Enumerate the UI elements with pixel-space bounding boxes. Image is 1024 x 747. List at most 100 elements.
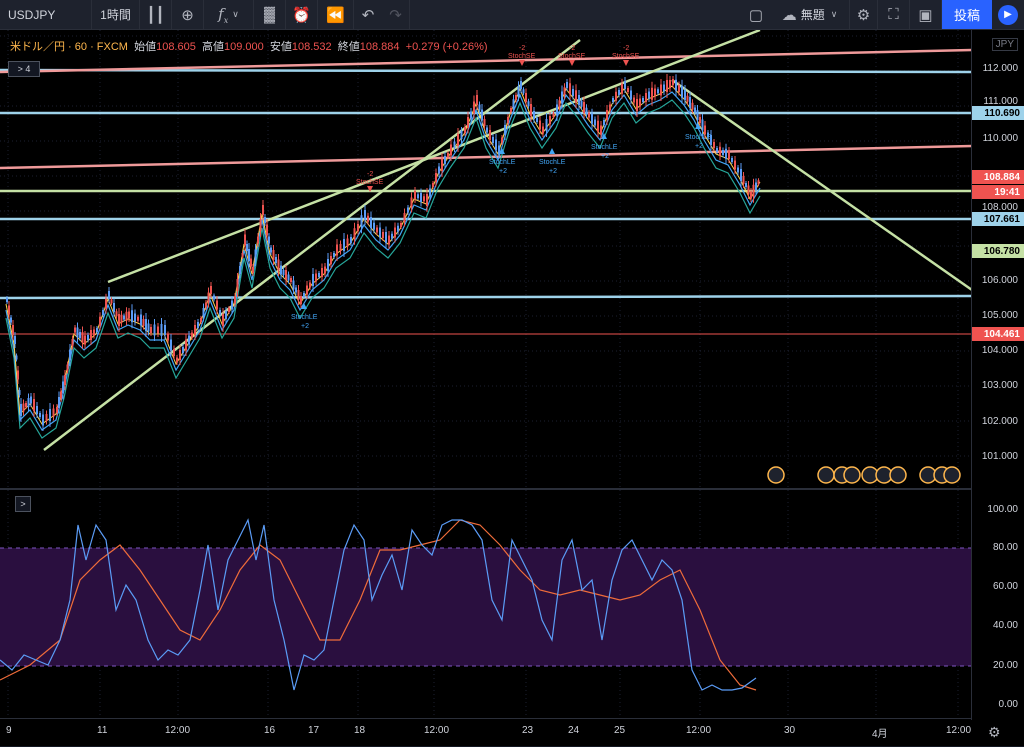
candle-body bbox=[164, 325, 166, 335]
chart-area[interactable]: StochSE -2 StochSE -2 StochSE -2 StochSE -2 Stoc… bbox=[0, 30, 1024, 746]
osc-tick: 60.00 bbox=[992, 581, 1018, 592]
candle-body bbox=[69, 349, 71, 361]
candle-body bbox=[309, 282, 311, 288]
legend-low-label: 安値 bbox=[269, 41, 292, 53]
buy-signal-qty: +2 bbox=[695, 143, 703, 150]
last-price-tag: 108.884 bbox=[972, 170, 1024, 184]
candle-body bbox=[447, 153, 449, 157]
settings-button[interactable]: ⚙ bbox=[850, 0, 878, 29]
indicators-collapse-button[interactable]: > 4 bbox=[8, 61, 40, 77]
candle-body bbox=[99, 316, 101, 326]
time-tick: 12:00 bbox=[424, 725, 450, 736]
price-tick: 111.000 bbox=[983, 96, 1018, 107]
candle-body bbox=[745, 183, 747, 187]
candle-body bbox=[8, 305, 10, 315]
candle-body bbox=[282, 270, 285, 275]
symbol-search[interactable]: USDJPY bbox=[0, 0, 92, 29]
candle-body bbox=[108, 291, 110, 299]
candle-body bbox=[379, 227, 381, 238]
indicators-icon: fx bbox=[218, 4, 229, 25]
candle-body bbox=[580, 100, 583, 107]
candle-body bbox=[297, 290, 300, 300]
candle-body bbox=[250, 258, 252, 267]
candle-body bbox=[648, 91, 650, 99]
candle-body bbox=[225, 311, 227, 319]
price-axis[interactable]: JPY 112.000 111.000 110.000 108.000 106.… bbox=[971, 30, 1024, 720]
time-tick: 12:00 bbox=[165, 725, 191, 736]
candle-body bbox=[385, 232, 387, 243]
buy-signal-qty: +2 bbox=[301, 323, 309, 330]
candle-body bbox=[236, 279, 239, 291]
buy-signal-label: StochLE bbox=[685, 134, 712, 141]
candle-body bbox=[578, 95, 580, 105]
candle-body bbox=[549, 116, 551, 124]
currency-badge[interactable]: JPY bbox=[991, 38, 1018, 51]
candle-body bbox=[522, 89, 525, 94]
candle-body bbox=[569, 83, 571, 95]
chart-style-button[interactable]: ┃┃ bbox=[140, 0, 172, 29]
candle-body bbox=[125, 311, 128, 321]
candle-body bbox=[367, 215, 369, 222]
economic-event-flag-icon bbox=[889, 466, 907, 484]
candle-body bbox=[525, 93, 527, 102]
candle-body bbox=[102, 310, 104, 315]
time-axis[interactable]: 9 11 12:00 16 17 18 12:00 23 24 25 12:00… bbox=[0, 718, 972, 747]
candle-body bbox=[295, 287, 297, 293]
chevron-down-icon: ∨ bbox=[830, 9, 838, 19]
interval-label: 1時間 bbox=[100, 8, 131, 22]
candle-body bbox=[654, 88, 656, 97]
layout-name-button[interactable]: ☁ 無題 ∨ bbox=[770, 0, 850, 29]
candle-body bbox=[285, 270, 287, 280]
candle-body bbox=[699, 117, 701, 123]
candle-body bbox=[25, 403, 27, 407]
price-tick: 112.000 bbox=[982, 63, 1018, 74]
redo-button[interactable]: ↷ bbox=[382, 0, 410, 29]
symbol-label: USDJPY bbox=[8, 7, 56, 22]
legend-close: 108.884 bbox=[359, 41, 400, 53]
post-button[interactable]: 投稿 bbox=[942, 0, 992, 29]
time-tick: 17 bbox=[308, 725, 320, 736]
fullscreen-button[interactable]: ⛶ bbox=[878, 0, 910, 29]
play-icon: ▶ bbox=[998, 4, 1018, 25]
candle-body bbox=[444, 156, 446, 164]
candle-body bbox=[492, 137, 494, 143]
oscillator-collapse-button[interactable]: > bbox=[15, 496, 31, 512]
undo-button[interactable]: ↶ bbox=[354, 0, 382, 29]
candle-body bbox=[757, 180, 760, 185]
interval-button[interactable]: 1時間 bbox=[92, 0, 140, 29]
candle-body bbox=[533, 111, 535, 119]
candle-body bbox=[747, 185, 750, 195]
candle-body bbox=[231, 300, 233, 310]
candle-body bbox=[633, 97, 635, 103]
candle-body bbox=[501, 137, 503, 143]
time-tick: 24 bbox=[568, 725, 580, 736]
template-button[interactable]: ▓ bbox=[254, 0, 286, 29]
candle-body bbox=[588, 112, 590, 118]
symbol-legend[interactable]: 米ドル／円 · 60 · FXCM 始値108.605 高値109.000 安値… bbox=[10, 38, 488, 54]
candle-body bbox=[350, 237, 352, 243]
candle-body bbox=[145, 319, 147, 331]
candle-body bbox=[62, 381, 64, 394]
snapshot-button[interactable]: ▣ bbox=[910, 0, 942, 29]
candle-body bbox=[429, 188, 431, 197]
candle-body bbox=[287, 274, 290, 281]
candle-body bbox=[30, 396, 32, 404]
replay-button[interactable]: ⏪ bbox=[318, 0, 354, 29]
layout-button[interactable]: ▢ bbox=[742, 0, 770, 29]
alert-button[interactable]: ⏰ bbox=[286, 0, 318, 29]
gear-icon[interactable]: ⚙ bbox=[988, 724, 1001, 740]
candle-body bbox=[750, 191, 752, 199]
candle-body bbox=[410, 197, 413, 208]
chart-canvas[interactable]: StochSE-2StochSE-2StochSE-2StochSE-2Stoc… bbox=[0, 30, 972, 746]
candle-body bbox=[277, 259, 280, 271]
candle-body bbox=[182, 347, 184, 353]
candle-body bbox=[678, 85, 680, 92]
indicators-button[interactable]: fx ∨ bbox=[204, 0, 254, 29]
candle-body bbox=[257, 236, 259, 244]
candle-body bbox=[315, 273, 317, 282]
compare-button[interactable]: ⊕ bbox=[172, 0, 204, 29]
candle-body bbox=[464, 127, 466, 133]
pane-separator[interactable] bbox=[0, 488, 972, 490]
publish-play-button[interactable]: ▶ bbox=[992, 0, 1024, 29]
candle-body bbox=[731, 158, 733, 162]
